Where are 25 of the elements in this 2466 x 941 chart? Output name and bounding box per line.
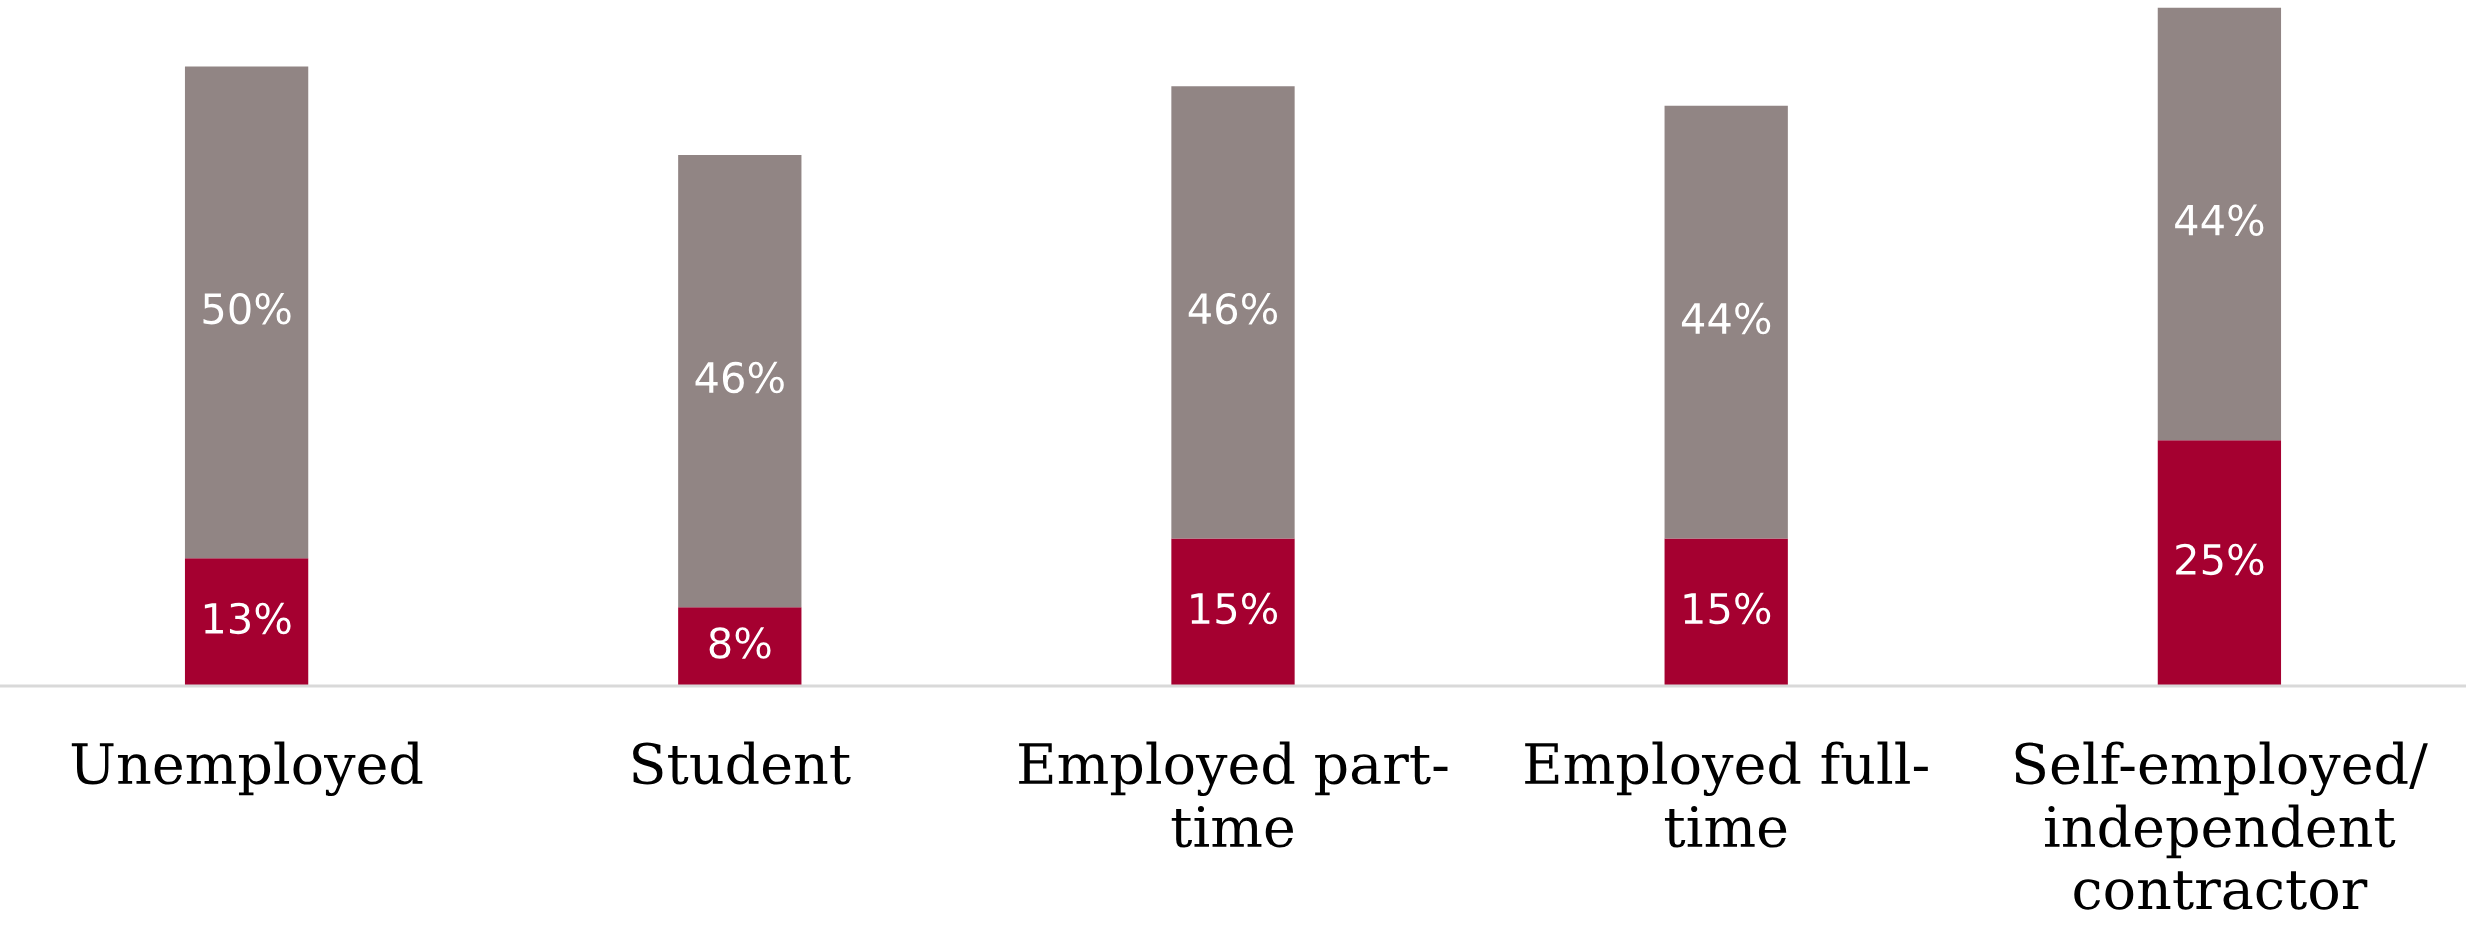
bar xyxy=(184,66,309,559)
data-label: 15% xyxy=(1191,592,1278,625)
bar xyxy=(1664,105,1788,539)
x-tick-label: Employed part- time xyxy=(1019,741,1448,848)
bar xyxy=(1171,86,1295,539)
data-label: 44% xyxy=(1681,302,1771,335)
data-label: 46% xyxy=(1188,292,1278,325)
x-tick-label: Student xyxy=(633,741,851,785)
data-label: 13% xyxy=(204,602,291,635)
bar xyxy=(678,155,802,608)
x-tick-label: Unemployed xyxy=(71,741,423,797)
data-label: 46% xyxy=(695,361,784,394)
bar xyxy=(1664,538,1788,686)
bar xyxy=(678,607,802,686)
x-tick-label: Self-employed/ independent contractor xyxy=(2015,741,2428,910)
data-label: 25% xyxy=(2176,543,2264,576)
data-label: 15% xyxy=(1684,592,1771,625)
bar xyxy=(2157,440,2282,686)
x-tick-label: Employed full- time xyxy=(1525,741,1928,848)
data-label: 50% xyxy=(203,292,291,325)
data-label: 8% xyxy=(709,627,771,659)
bar xyxy=(2157,7,2282,441)
data-label: 44% xyxy=(2175,204,2264,236)
bar xyxy=(184,558,309,686)
bar xyxy=(1171,538,1295,686)
